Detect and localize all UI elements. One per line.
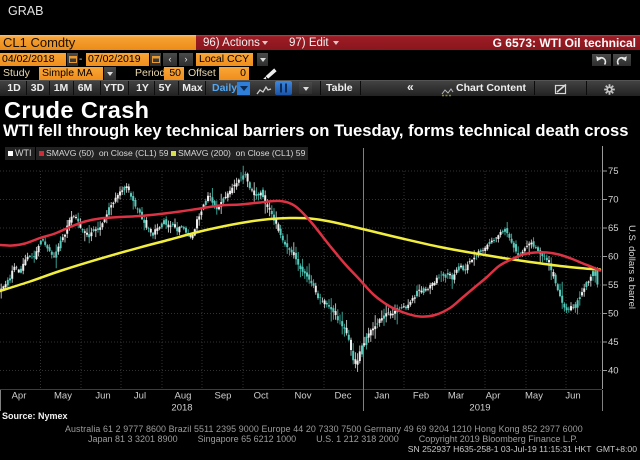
svg-text:May: May [54, 391, 72, 402]
svg-text:Mar: Mar [448, 391, 464, 402]
svg-text:45: 45 [608, 337, 619, 348]
svg-text:Feb: Feb [413, 391, 429, 402]
svg-text:U.S. dollars a barrel: U.S. dollars a barrel [626, 225, 637, 309]
svg-text:2019: 2019 [469, 403, 490, 413]
svg-text:65: 65 [608, 223, 619, 234]
svg-text:Jan: Jan [374, 391, 389, 402]
svg-text:Apr: Apr [12, 391, 27, 402]
svg-text:40: 40 [608, 366, 619, 377]
svg-text:Jun: Jun [95, 391, 110, 402]
svg-text:55: 55 [608, 280, 619, 291]
svg-text:Jun: Jun [565, 391, 580, 402]
svg-text:Aug: Aug [175, 391, 192, 402]
svg-text:70: 70 [608, 195, 619, 206]
svg-text:Oct: Oct [254, 391, 269, 402]
svg-text:Sep: Sep [215, 391, 232, 402]
svg-text:2018: 2018 [171, 403, 192, 413]
svg-text:75: 75 [608, 166, 619, 177]
svg-text:Apr: Apr [486, 391, 501, 402]
svg-text:Jul: Jul [134, 391, 146, 402]
svg-text:50: 50 [608, 309, 619, 320]
svg-text:60: 60 [608, 252, 619, 263]
svg-text:Dec: Dec [335, 391, 352, 402]
svg-text:May: May [525, 391, 543, 402]
svg-text:Nov: Nov [295, 391, 312, 402]
